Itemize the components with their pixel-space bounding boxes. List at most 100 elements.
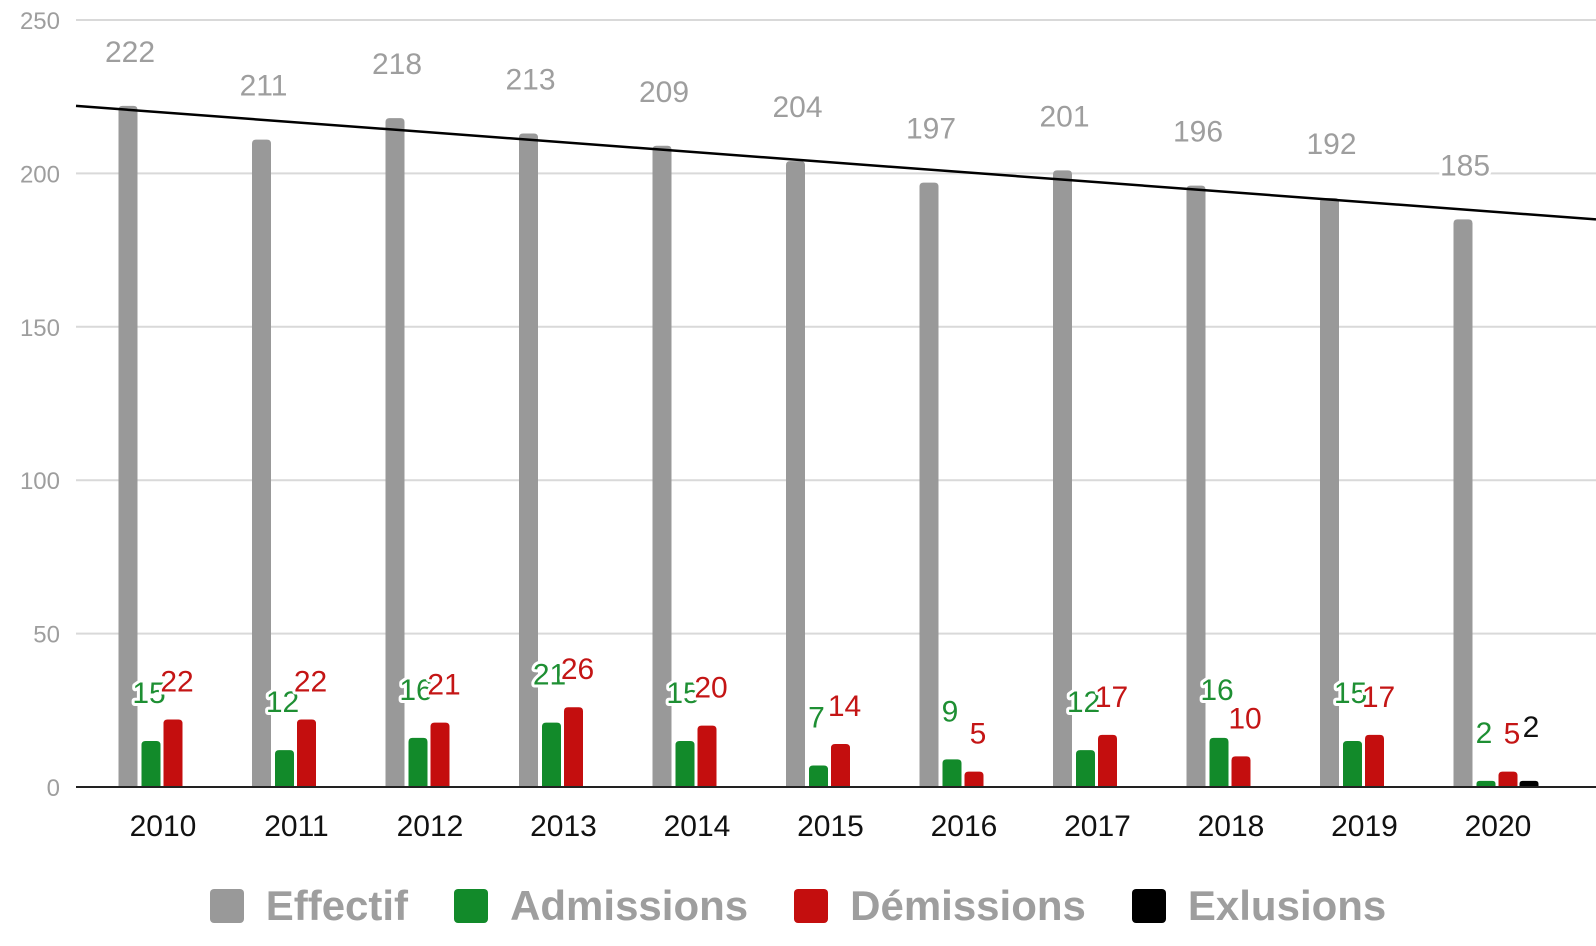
data-label-effectif: 211: [240, 70, 288, 103]
x-tick-label: 2011: [264, 810, 329, 843]
bar-effectif-2011: [252, 139, 271, 788]
data-label-d-missions: 20: [694, 672, 727, 705]
x-tick-label: 2019: [1331, 810, 1398, 843]
data-label-d-missions: 17: [1095, 681, 1128, 714]
data-label-effectif: 213: [505, 64, 555, 97]
legend-label: Démissions: [850, 882, 1086, 929]
legend-swatch: [1131, 889, 1166, 923]
x-tick-label: 2013: [530, 810, 597, 843]
legend-item-d-missions[interactable]: Démissions: [794, 882, 1086, 930]
bar-admissions-2012: [408, 737, 428, 787]
x-tick-label: 2012: [397, 810, 464, 843]
trendline-group: [75, 104, 1596, 221]
data-label-d-missions: 21: [427, 669, 460, 702]
bar-effectif-2018: [1186, 185, 1206, 787]
data-label-admissions: 21: [533, 659, 566, 692]
bar-effectif-2016: [919, 182, 939, 787]
data-label-effectif: 209: [639, 76, 689, 109]
x-tick-label: 2017: [1064, 810, 1131, 843]
gridlines: [76, 19, 1596, 635]
legend-item-admissions[interactable]: Admissions: [454, 882, 748, 930]
data-label-d-missions: 26: [561, 653, 594, 686]
data-label-effectif: 201: [1039, 100, 1089, 133]
bar-admissions-2015: [809, 765, 828, 787]
data-label-effectif: 196: [1173, 116, 1223, 149]
data-label-admissions: 12: [1067, 686, 1100, 719]
bar-effectif-2020: [1453, 219, 1473, 788]
bar-d-missions-2018: [1231, 756, 1251, 787]
data-label-admissions: 15: [1334, 677, 1367, 710]
bar-admissions-2016: [942, 759, 962, 787]
x-axis: 2010 2011 2012 2013 2014 2015 2016 2017 2018 2019…: [76, 786, 1596, 843]
y-tick-label: 200: [20, 161, 60, 188]
x-tick-label: 2020: [1465, 810, 1532, 843]
bar-effectif-2013: [519, 133, 538, 788]
legend-swatch: [454, 889, 489, 923]
bar-effectif-2014: [652, 145, 672, 788]
x-tick-label: 2018: [1198, 810, 1265, 843]
bar-d-missions-2015: [831, 744, 850, 787]
legend-swatch: [794, 889, 829, 923]
bar-d-missions-2014: [697, 725, 717, 787]
data-label-admissions: 15: [132, 677, 165, 710]
bar-effectif-2019: [1320, 197, 1339, 788]
data-label-d-missions: 5: [1504, 718, 1521, 751]
x-tick-label: 2014: [664, 810, 731, 843]
legend: Effectif Admissions Démissions Exlusions: [0, 876, 1596, 936]
data-label-admissions: 15: [666, 677, 699, 710]
bar-admissions-2019: [1343, 740, 1362, 787]
bar-admissions-2014: [675, 740, 695, 787]
y-tick-label: 50: [33, 622, 60, 649]
bar-d-missions-2016: [964, 771, 984, 787]
data-label-d-missions: 22: [160, 666, 193, 699]
data-label-admissions: 16: [399, 674, 432, 707]
bar-admissions-2017: [1076, 750, 1095, 787]
bar-d-missions-2013: [564, 707, 583, 787]
legend-swatch: [209, 889, 244, 923]
data-label-admissions: 12: [266, 686, 299, 719]
bar-d-missions-2012: [430, 722, 450, 787]
y-tick-label: 250: [20, 8, 60, 35]
data-label-admissions: 16: [1200, 674, 1233, 707]
data-label-admissions: 7: [808, 702, 825, 735]
data-label-d-missions: 22: [294, 666, 327, 699]
data-label-d-missions: 5: [970, 718, 987, 751]
y-axis: 0 50 100 150 200 250: [20, 8, 60, 802]
data-label-d-missions: 10: [1228, 702, 1261, 735]
bars: [118, 105, 1539, 788]
bar-exlusions-2020: [1519, 780, 1539, 787]
bar-admissions-2018: [1209, 737, 1229, 787]
data-label-effectif: 222: [105, 36, 155, 69]
bar-admissions-2010: [141, 740, 161, 787]
bar-admissions-2020: [1476, 780, 1496, 787]
bar-effectif-2012: [385, 118, 405, 787]
legend-label: Effectif: [265, 882, 409, 929]
bar-d-missions-2011: [297, 719, 316, 787]
x-tick-label: 2010: [130, 810, 197, 843]
data-label-d-missions: 14: [828, 690, 861, 723]
legend-label: Admissions: [510, 882, 749, 929]
legend-item-effectif[interactable]: Effectif: [209, 882, 409, 930]
data-label-effectif: 218: [372, 48, 422, 81]
bar-effectif-2010: [118, 105, 138, 788]
data-label-admissions: 9: [942, 695, 959, 728]
x-tick-label: 2015: [797, 810, 864, 843]
legend-item-exlusions[interactable]: Exlusions: [1131, 882, 1387, 930]
trendline: [75, 104, 1596, 221]
data-label-effectif: 204: [772, 91, 822, 124]
y-tick-label: 0: [47, 775, 60, 802]
legend-label: Exlusions: [1187, 882, 1387, 929]
bar-d-missions-2019: [1365, 734, 1384, 787]
bar-admissions-2013: [542, 722, 561, 787]
bar-d-missions-2010: [163, 719, 183, 787]
y-tick-label: 150: [20, 315, 60, 342]
data-label-d-missions: 17: [1362, 681, 1395, 714]
data-label-effectif: 192: [1306, 128, 1356, 161]
bar-admissions-2011: [275, 750, 294, 787]
x-tick-label: 2016: [931, 810, 998, 843]
bar-d-missions-2017: [1098, 734, 1117, 787]
bar-effectif-2015: [786, 161, 805, 788]
bar-effectif-2017: [1053, 170, 1072, 787]
